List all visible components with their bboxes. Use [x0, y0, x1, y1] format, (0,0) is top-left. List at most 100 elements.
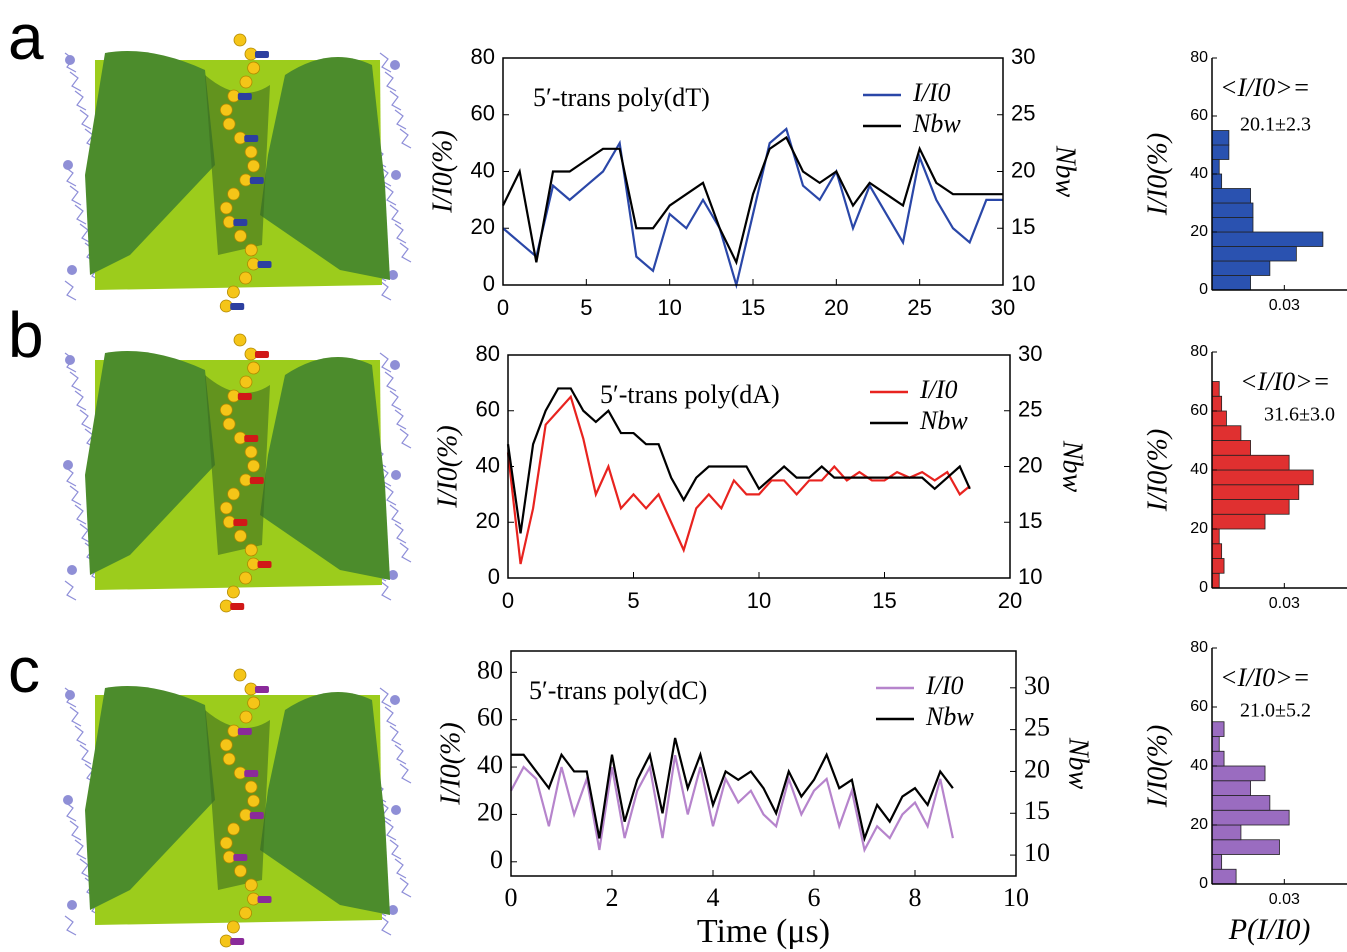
lipid — [389, 839, 402, 860]
lipid-head — [65, 690, 75, 700]
y-axis-label: I/I0(%) — [1142, 725, 1173, 808]
series-line — [510, 754, 954, 854]
panel-letter: b — [8, 299, 44, 371]
hist-bar — [1211, 173, 1223, 189]
hist-bar — [1211, 750, 1225, 767]
dna-bead — [222, 752, 236, 766]
y2-tick-label: 25 — [1018, 397, 1042, 422]
lipid — [79, 409, 92, 430]
lipid — [379, 352, 392, 373]
lipid — [399, 877, 412, 898]
lipid — [399, 763, 412, 784]
dna-bead — [239, 710, 253, 724]
y-tick-label: 20 — [1190, 223, 1208, 240]
pore-cut — [85, 686, 215, 910]
y2-axis-label: Nbw — [1063, 737, 1094, 790]
hist-bar — [1211, 868, 1237, 885]
lipid — [389, 204, 402, 225]
legend-label: Nbw — [919, 406, 968, 435]
x-tick-label: 20 — [998, 588, 1022, 613]
x-tick-label: 2 — [606, 883, 619, 912]
y2-tick-label: 30 — [1018, 341, 1042, 366]
lipid — [399, 242, 412, 263]
lipid-head — [390, 60, 400, 70]
hist-bar — [1211, 839, 1280, 855]
y2-tick-label: 15 — [1011, 214, 1035, 239]
pore-cut — [85, 51, 215, 275]
y-tick-label: 60 — [476, 397, 500, 422]
legend-label: I/I0 — [912, 78, 951, 107]
dna-base — [249, 477, 264, 484]
lipid — [74, 204, 87, 225]
y2-tick-label: 10 — [1011, 271, 1035, 296]
x-tick-label: 10 — [657, 295, 681, 320]
lipid-head — [67, 265, 77, 275]
plot-frame — [502, 57, 1004, 286]
annotation-title: 5′-trans poly(dT) — [533, 83, 710, 112]
pore-cut — [260, 357, 390, 580]
y-tick-label: 80 — [477, 655, 503, 684]
lipid — [79, 109, 92, 130]
hist-bar — [1211, 854, 1223, 870]
dna-base — [257, 261, 272, 268]
hist-bar — [1211, 736, 1220, 752]
y-tick-label: 40 — [471, 157, 495, 182]
x-tick-label: 6 — [808, 883, 821, 912]
y2-tick-label: 20 — [1011, 157, 1035, 182]
lipid — [384, 820, 397, 841]
dna-base — [230, 603, 245, 610]
dna-base — [254, 686, 269, 693]
y-tick-label: 0 — [490, 845, 503, 874]
hist-bar — [1211, 130, 1230, 146]
dna-bead — [234, 229, 247, 243]
y-tick-label: 60 — [1190, 698, 1208, 715]
lipid-head — [391, 170, 401, 180]
dna-bead — [233, 668, 247, 682]
lipid — [64, 801, 77, 822]
lipid-head — [388, 270, 398, 280]
lipid — [64, 915, 77, 936]
annotation: <I/I0>= — [1220, 73, 1310, 102]
lipid — [399, 428, 412, 449]
lipid-head — [67, 565, 77, 575]
dna-bead — [247, 361, 261, 375]
lipid-head — [390, 695, 400, 705]
y-tick-label: 20 — [477, 797, 503, 826]
dna-base — [230, 938, 245, 945]
pore-image — [62, 333, 412, 613]
hist-bar — [1211, 513, 1266, 530]
hist-bar — [1211, 528, 1220, 545]
lipid — [389, 90, 402, 111]
x-axis-label: Time (μs) — [697, 913, 830, 950]
lipid-head — [388, 570, 398, 580]
y-tick-label: 60 — [477, 703, 503, 732]
dna-base — [233, 854, 248, 861]
lipid-head — [63, 160, 73, 170]
lipid — [394, 744, 407, 765]
lipid — [74, 90, 87, 111]
dna-base — [244, 435, 259, 442]
y-tick-label: 80 — [471, 44, 495, 69]
lipid — [379, 580, 392, 601]
hist-bar — [1211, 440, 1251, 456]
dna-base — [237, 393, 252, 400]
y-tick-label: 20 — [471, 214, 495, 239]
series-line — [502, 135, 1003, 266]
y-tick-label: 60 — [471, 101, 495, 126]
dna-bead — [247, 159, 260, 173]
lipid-head — [65, 55, 75, 65]
dna-base — [233, 219, 248, 226]
dna-bead — [219, 836, 233, 850]
annotation-title: 5′-trans poly(dC) — [529, 676, 707, 705]
dna-base — [237, 93, 252, 100]
y-tick-label: 60 — [1190, 107, 1208, 124]
y2-tick-label: 10 — [1018, 564, 1042, 589]
lipid — [384, 706, 397, 727]
lipid — [74, 839, 87, 860]
lipid — [394, 409, 407, 430]
hist-bar — [1211, 395, 1223, 412]
hist-bar — [1211, 795, 1271, 811]
x-tick-label: 4 — [707, 883, 720, 912]
y2-tick-label: 30 — [1011, 44, 1035, 69]
hist-bar — [1211, 202, 1254, 218]
